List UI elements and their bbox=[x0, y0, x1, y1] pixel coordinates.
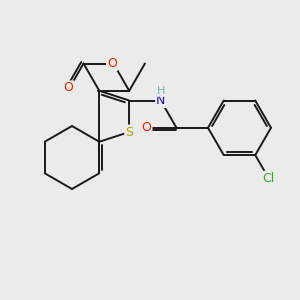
Text: O: O bbox=[64, 81, 74, 94]
Text: S: S bbox=[125, 125, 133, 139]
Text: O: O bbox=[107, 57, 117, 70]
Text: N: N bbox=[156, 94, 165, 107]
Text: O: O bbox=[142, 121, 152, 134]
Text: H: H bbox=[157, 86, 165, 96]
Text: Cl: Cl bbox=[262, 172, 275, 185]
